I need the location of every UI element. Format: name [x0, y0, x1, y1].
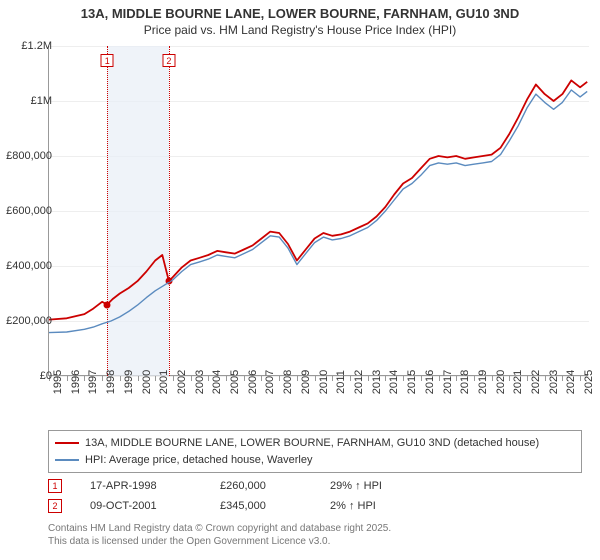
chart-container: 13A, MIDDLE BOURNE LANE, LOWER BOURNE, F… [0, 0, 600, 560]
x-tick-label: 2010 [318, 370, 330, 394]
y-tick-label: £600,000 [6, 205, 52, 217]
legend-swatch [55, 459, 79, 461]
x-tick-label: 2018 [459, 370, 471, 394]
legend: 13A, MIDDLE BOURNE LANE, LOWER BOURNE, F… [48, 430, 582, 473]
x-tick-label: 2017 [442, 370, 454, 394]
x-tick [545, 376, 546, 381]
x-tick-label: 2015 [406, 370, 418, 394]
x-tick [155, 376, 156, 381]
footer-line2: This data is licensed under the Open Gov… [48, 535, 391, 548]
x-tick [102, 376, 103, 381]
x-tick [580, 376, 581, 381]
chart-subtitle: Price paid vs. HM Land Registry's House … [0, 23, 600, 39]
x-tick [279, 376, 280, 381]
legend-item-hpi: HPI: Average price, detached house, Wave… [55, 452, 575, 469]
x-tick-label: 2012 [353, 370, 365, 394]
sale-marker-icon: 2 [48, 499, 62, 513]
legend-item-price-paid: 13A, MIDDLE BOURNE LANE, LOWER BOURNE, F… [55, 435, 575, 452]
x-tick-label: 2021 [512, 370, 524, 394]
x-tick-label: 1999 [123, 370, 135, 394]
x-tick-label: 1998 [105, 370, 117, 394]
sale-date: 17-APR-1998 [90, 480, 220, 492]
x-tick-label: 2009 [300, 370, 312, 394]
x-tick-label: 2001 [158, 370, 170, 394]
x-tick [562, 376, 563, 381]
x-tick-label: 2004 [211, 370, 223, 394]
footer: Contains HM Land Registry data © Crown c… [48, 522, 391, 548]
x-tick [120, 376, 121, 381]
x-tick [84, 376, 85, 381]
x-tick-label: 2006 [247, 370, 259, 394]
x-tick [385, 376, 386, 381]
x-tick [509, 376, 510, 381]
x-tick-label: 2024 [565, 370, 577, 394]
x-tick-label: 2022 [530, 370, 542, 394]
sale-row: 1 17-APR-1998 £260,000 29% ↑ HPI [48, 476, 450, 496]
x-tick [226, 376, 227, 381]
x-tick-label: 2002 [176, 370, 188, 394]
x-tick [138, 376, 139, 381]
x-tick [173, 376, 174, 381]
x-tick [421, 376, 422, 381]
sale-pct: 29% ↑ HPI [330, 480, 450, 492]
x-tick [350, 376, 351, 381]
x-tick-label: 2005 [229, 370, 241, 394]
x-tick [67, 376, 68, 381]
x-tick [191, 376, 192, 381]
x-tick [297, 376, 298, 381]
x-tick-label: 2020 [495, 370, 507, 394]
x-tick-label: 2014 [388, 370, 400, 394]
x-tick [315, 376, 316, 381]
legend-label: 13A, MIDDLE BOURNE LANE, LOWER BOURNE, F… [85, 435, 539, 452]
x-tick-label: 1997 [87, 370, 99, 394]
legend-label: HPI: Average price, detached house, Wave… [85, 452, 312, 469]
x-tick-label: 2000 [141, 370, 153, 394]
sale-pct: 2% ↑ HPI [330, 500, 450, 512]
x-tick-label: 2016 [424, 370, 436, 394]
sale-price: £345,000 [220, 500, 330, 512]
y-tick-label: £0 [40, 370, 52, 382]
series-line-price_paid [49, 80, 587, 319]
plot-region: 12 [48, 46, 588, 376]
sale-marker-icon: 1 [48, 479, 62, 493]
x-tick-label: 2008 [282, 370, 294, 394]
x-tick [474, 376, 475, 381]
y-tick-label: £800,000 [6, 150, 52, 162]
x-tick [208, 376, 209, 381]
x-tick [456, 376, 457, 381]
x-tick-label: 2019 [477, 370, 489, 394]
y-tick-label: £200,000 [6, 315, 52, 327]
chart-area: 12 [48, 46, 588, 376]
footer-line1: Contains HM Land Registry data © Crown c… [48, 522, 391, 535]
x-tick-label: 2011 [335, 370, 347, 394]
x-tick-label: 2023 [548, 370, 560, 394]
chart-title: 13A, MIDDLE BOURNE LANE, LOWER BOURNE, F… [0, 0, 600, 23]
series-line-hpi [49, 90, 587, 333]
sale-row: 2 09-OCT-2001 £345,000 2% ↑ HPI [48, 496, 450, 516]
sale-price: £260,000 [220, 480, 330, 492]
x-tick [368, 376, 369, 381]
x-tick [439, 376, 440, 381]
legend-swatch [55, 442, 79, 444]
x-tick [492, 376, 493, 381]
x-tick-label: 2025 [583, 370, 595, 394]
line-svg [49, 46, 589, 376]
x-tick [261, 376, 262, 381]
x-tick [527, 376, 528, 381]
sales-table: 1 17-APR-1998 £260,000 29% ↑ HPI 2 09-OC… [48, 476, 450, 516]
x-tick-label: 2003 [194, 370, 206, 394]
y-tick-label: £1M [31, 95, 52, 107]
x-tick [244, 376, 245, 381]
x-tick-label: 1995 [52, 370, 64, 394]
x-tick [332, 376, 333, 381]
x-tick-label: 1996 [70, 370, 82, 394]
x-tick-label: 2007 [264, 370, 276, 394]
y-tick-label: £1.2M [21, 40, 52, 52]
sale-date: 09-OCT-2001 [90, 500, 220, 512]
x-tick-label: 2013 [371, 370, 383, 394]
y-tick-label: £400,000 [6, 260, 52, 272]
x-tick [403, 376, 404, 381]
